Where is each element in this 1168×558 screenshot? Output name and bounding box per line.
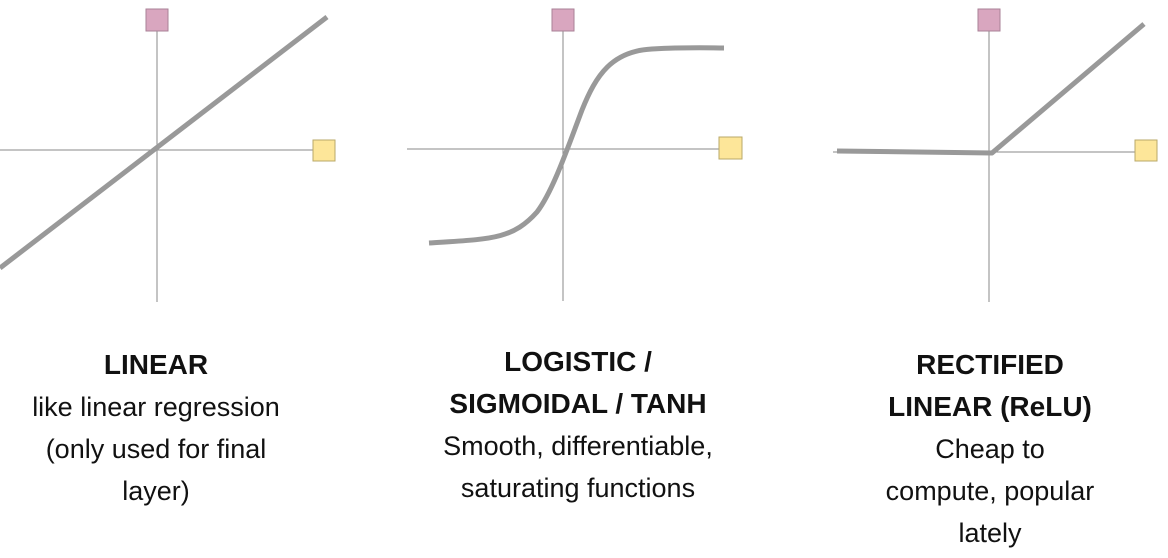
linear-title: LINEAR — [103, 349, 209, 380]
relu-function-curve — [836, 22, 1146, 156]
logistic-plot — [407, 8, 743, 301]
logistic-function-curve — [428, 45, 725, 246]
relu-caption: RECTIFIED LINEAR (ReLU) Cheap to compute… — [840, 344, 1140, 554]
logistic-output-marker — [551, 8, 575, 32]
linear-output-marker — [145, 8, 169, 32]
relu-output-marker — [977, 8, 1001, 32]
logistic-input-marker — [718, 136, 743, 160]
linear-plot — [0, 8, 336, 302]
logistic-caption: LOGISTIC / SIGMOIDAL / TANH Smooth, diff… — [402, 341, 754, 509]
relu-plot — [833, 8, 1158, 302]
linear-description: like linear regression (only used for fi… — [32, 392, 280, 506]
activation-plots — [0, 8, 1158, 302]
linear-caption: LINEAR like linear regression (only used… — [0, 344, 312, 512]
logistic-title: LOGISTIC / SIGMOIDAL / TANH — [449, 346, 707, 419]
linear-input-marker — [312, 139, 336, 162]
linear-function-curve — [0, 15, 329, 270]
relu-input-marker — [1134, 139, 1158, 162]
relu-title: RECTIFIED LINEAR (ReLU) — [888, 349, 1092, 422]
logistic-description: Smooth, differentiable, saturating funct… — [443, 431, 713, 503]
relu-description: Cheap to compute, popular lately — [885, 434, 1095, 548]
